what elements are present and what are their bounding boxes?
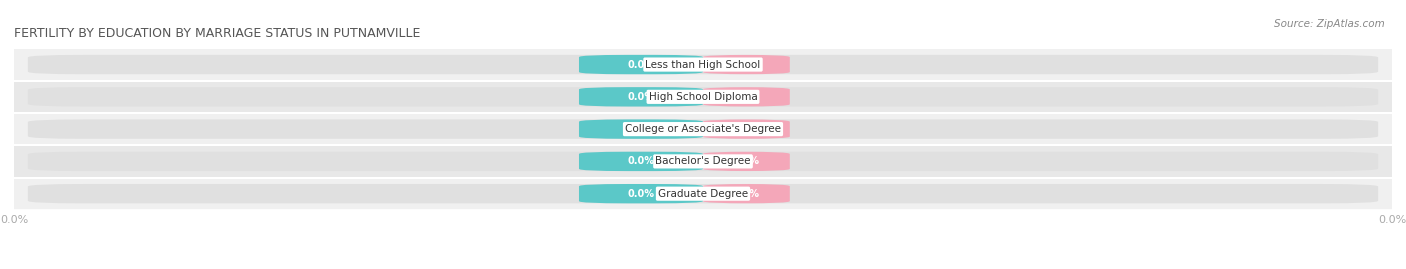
Text: 0.0%: 0.0% bbox=[627, 189, 655, 199]
Bar bbox=[14, 113, 1392, 145]
Text: 0.0%: 0.0% bbox=[627, 156, 655, 167]
Text: 0.0%: 0.0% bbox=[627, 92, 655, 102]
Text: High School Diploma: High School Diploma bbox=[648, 92, 758, 102]
FancyBboxPatch shape bbox=[579, 152, 703, 171]
Text: 0.0%: 0.0% bbox=[627, 124, 655, 134]
FancyBboxPatch shape bbox=[703, 55, 790, 74]
Text: College or Associate's Degree: College or Associate's Degree bbox=[626, 124, 780, 134]
Text: 0.0%: 0.0% bbox=[733, 59, 759, 70]
FancyBboxPatch shape bbox=[579, 184, 703, 203]
FancyBboxPatch shape bbox=[703, 119, 790, 139]
Text: Bachelor's Degree: Bachelor's Degree bbox=[655, 156, 751, 167]
FancyBboxPatch shape bbox=[28, 184, 1378, 203]
FancyBboxPatch shape bbox=[579, 119, 703, 139]
Text: 0.0%: 0.0% bbox=[627, 59, 655, 70]
FancyBboxPatch shape bbox=[28, 55, 1378, 74]
FancyBboxPatch shape bbox=[703, 152, 790, 171]
Text: 0.0%: 0.0% bbox=[733, 124, 759, 134]
Bar bbox=[14, 81, 1392, 113]
Text: Less than High School: Less than High School bbox=[645, 59, 761, 70]
Bar bbox=[14, 178, 1392, 210]
FancyBboxPatch shape bbox=[579, 55, 703, 74]
FancyBboxPatch shape bbox=[28, 87, 1378, 107]
FancyBboxPatch shape bbox=[28, 152, 1378, 171]
Text: FERTILITY BY EDUCATION BY MARRIAGE STATUS IN PUTNAMVILLE: FERTILITY BY EDUCATION BY MARRIAGE STATU… bbox=[14, 27, 420, 40]
FancyBboxPatch shape bbox=[703, 184, 790, 203]
Bar bbox=[14, 48, 1392, 81]
Bar bbox=[14, 145, 1392, 178]
FancyBboxPatch shape bbox=[28, 119, 1378, 139]
Text: 0.0%: 0.0% bbox=[733, 189, 759, 199]
FancyBboxPatch shape bbox=[579, 87, 703, 107]
Text: Source: ZipAtlas.com: Source: ZipAtlas.com bbox=[1274, 19, 1385, 29]
Text: 0.0%: 0.0% bbox=[733, 92, 759, 102]
Text: Graduate Degree: Graduate Degree bbox=[658, 189, 748, 199]
FancyBboxPatch shape bbox=[703, 87, 790, 107]
Text: 0.0%: 0.0% bbox=[733, 156, 759, 167]
